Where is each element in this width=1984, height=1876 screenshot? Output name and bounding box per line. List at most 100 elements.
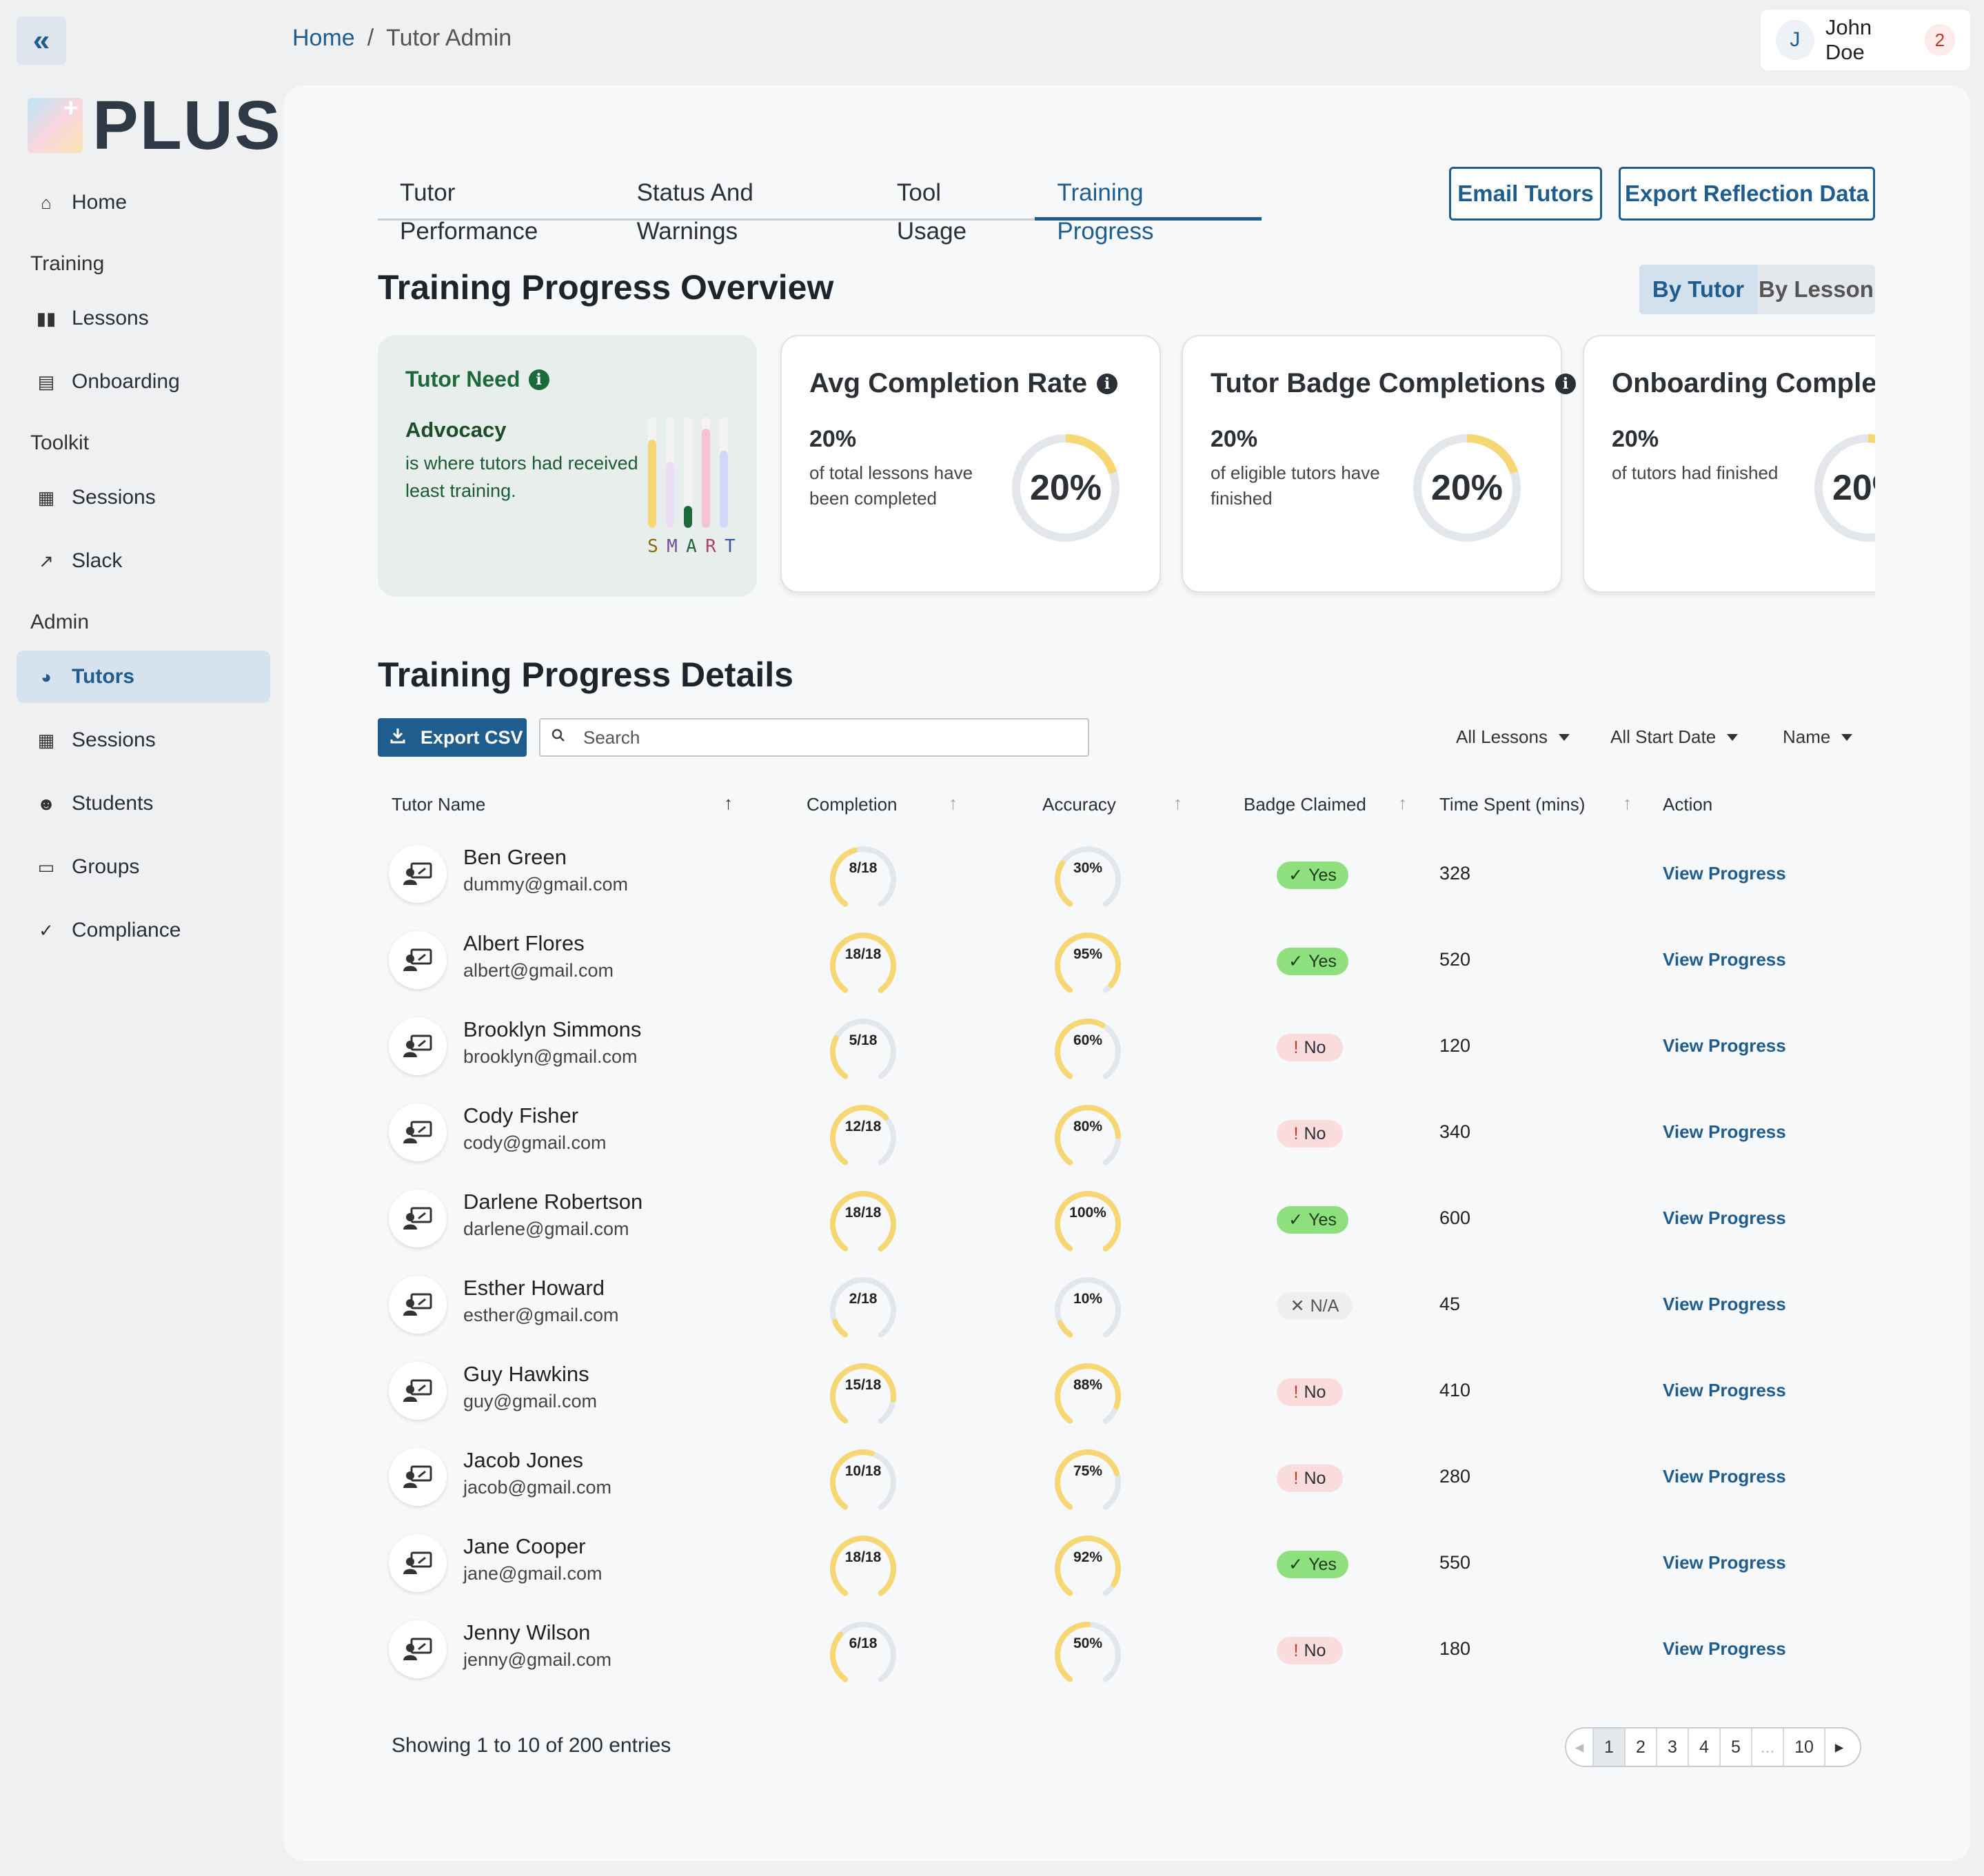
keyboard-icon: ▭ xyxy=(37,856,55,877)
progress-ring xyxy=(1814,434,1875,542)
pager-prev-button[interactable]: ◂ xyxy=(1566,1729,1594,1766)
view-progress-link[interactable]: View Progress xyxy=(1663,1294,1786,1314)
view-progress-link[interactable]: View Progress xyxy=(1663,1466,1786,1487)
breadcrumb: Home / Tutor Admin xyxy=(292,25,512,52)
sort-arrow-icon[interactable]: ↑ xyxy=(1398,793,1407,813)
pager-next-button[interactable]: ▸ xyxy=(1834,1737,1844,1757)
toggle-by-lesson[interactable]: By Lesson xyxy=(1759,276,1874,302)
sidebar-item-onboarding[interactable]: ▤ Onboarding xyxy=(17,356,270,408)
table-row: Jane Cooper jane@gmail.com 18/18 92% ✓ Yes 550… xyxy=(378,1520,1875,1607)
tutor-email: esther@gmail.com xyxy=(463,1305,619,1325)
pager-page[interactable]: 10 xyxy=(1784,1729,1825,1766)
tutor-email: dummy@gmail.com xyxy=(463,874,628,895)
search-box xyxy=(539,718,1089,757)
pager-page[interactable]: 4 xyxy=(1689,1729,1721,1766)
toggle-by-tutor[interactable]: By Tutor xyxy=(1639,265,1757,314)
tutor-avatar-icon xyxy=(389,1534,447,1592)
col-tutor-name[interactable]: Tutor Name xyxy=(392,794,486,815)
filter-start-date[interactable]: All Start Date xyxy=(1610,726,1739,748)
view-progress-link[interactable]: View Progress xyxy=(1663,863,1786,884)
sidebar-item-home[interactable]: ⌂ Home xyxy=(17,176,270,229)
sidebar-item-sessions[interactable]: ▦ Sessions xyxy=(17,471,270,524)
info-icon[interactable]: i xyxy=(1555,373,1576,394)
sort-arrow-icon[interactable]: ↑ xyxy=(949,793,958,813)
view-progress-link[interactable]: View Progress xyxy=(1663,1552,1786,1573)
badge-status: ! No xyxy=(1277,1465,1343,1492)
sort-arrow-icon[interactable]: ↑ xyxy=(1623,793,1632,813)
sort-arrow-icon[interactable]: ↑ xyxy=(1173,793,1182,813)
sidebar-item-lessons[interactable]: ▮▮ Lessons xyxy=(17,292,270,345)
col-accuracy[interactable]: Accuracy xyxy=(1042,794,1116,815)
table-row: Guy Hawkins guy@gmail.com 15/18 88%! No 410 Vi… xyxy=(378,1348,1875,1434)
sidebar-item-label: Tutors xyxy=(72,665,135,688)
user-menu[interactable]: J John Doe 2 xyxy=(1761,10,1970,70)
sort-arrow-icon[interactable]: ↑ xyxy=(724,793,733,813)
view-progress-link[interactable]: View Progress xyxy=(1663,1207,1786,1228)
stat-card-percent: 20% xyxy=(1612,426,1659,452)
sidebar-item-slack[interactable]: ↗ Slack xyxy=(17,535,270,587)
info-icon[interactable]: i xyxy=(1097,373,1117,394)
view-progress-link[interactable]: View Progress xyxy=(1663,1380,1786,1400)
exclamation-icon: ! xyxy=(1293,1123,1299,1143)
export-csv-button[interactable]: Export CSV xyxy=(378,718,527,757)
smart-bar-t xyxy=(720,418,728,528)
sidebar-item-groups[interactable]: ▭ Groups xyxy=(17,841,270,893)
view-progress-link[interactable]: View Progress xyxy=(1663,1638,1786,1659)
x-icon: ✕ xyxy=(1290,1296,1305,1316)
email-tutors-button[interactable]: Email Tutors xyxy=(1449,167,1602,221)
badge-status: ✓ Yes xyxy=(1277,861,1348,889)
sidebar-item-students[interactable]: ☻ Students xyxy=(17,777,270,830)
stat-card-description: of tutors had finished xyxy=(1612,462,1779,483)
home-icon: ⌂ xyxy=(41,192,52,213)
tab-tool-usage[interactable]: Tool Usage xyxy=(896,179,967,245)
tab-training-progress[interactable]: Training Progress xyxy=(1035,174,1262,245)
smart-letter-a: A xyxy=(686,536,698,557)
double-chevron-left-icon: « xyxy=(32,23,50,57)
info-icon[interactable]: i xyxy=(528,369,549,390)
badge-label: Yes xyxy=(1308,1210,1337,1230)
tutor-avatar-icon xyxy=(389,845,447,903)
collapse-sidebar-button[interactable]: « xyxy=(17,17,66,65)
tab-status-and-warnings[interactable]: Status And Warnings xyxy=(636,179,753,245)
filter-lessons-label: All Lessons xyxy=(1456,726,1548,747)
sidebar-item-sessions[interactable]: ▦ Sessions xyxy=(17,714,270,766)
col-badge-claimed[interactable]: Badge Claimed xyxy=(1244,794,1366,815)
export-reflection-data-button[interactable]: Export Reflection Data xyxy=(1619,167,1875,221)
stat-card-description: of eligible tutors have finished xyxy=(1211,462,1380,509)
completion-value: 8/18 xyxy=(849,860,878,876)
tutor-email: jacob@gmail.com xyxy=(463,1477,611,1498)
filter-name[interactable]: Name xyxy=(1783,726,1853,748)
col-completion[interactable]: Completion xyxy=(807,794,898,815)
table-row: Ben Green dummy@gmail.com 8/18 30% ✓ Yes 328 Vi… xyxy=(378,831,1875,917)
pager-page[interactable]: 2 xyxy=(1626,1729,1657,1766)
table-row: Brooklyn Simmons brooklyn@gmail.com 5/18 60… xyxy=(378,1003,1875,1090)
stat-card-2: Tutor Badge Completions i 20% of eligible t… xyxy=(1182,335,1576,593)
search-icon xyxy=(551,728,565,746)
smart-letter-r: R xyxy=(705,536,718,557)
sidebar-item-tutors[interactable]: ◕ Tutors xyxy=(17,651,270,703)
view-progress-link[interactable]: View Progress xyxy=(1663,949,1786,970)
notification-badge[interactable]: 2 xyxy=(1924,24,1955,56)
filter-lessons[interactable]: All Lessons xyxy=(1456,726,1570,748)
tutor-email: albert@gmail.com xyxy=(463,960,614,981)
exclamation-icon: ! xyxy=(1293,1037,1299,1057)
pager-page[interactable]: 5 xyxy=(1721,1729,1752,1766)
overview-cards: Tutor Need i Advocacy is where tutors ha… xyxy=(378,335,1875,601)
pager-page[interactable]: 3 xyxy=(1657,1729,1689,1766)
tab-tutor-performance[interactable]: Tutor Performance xyxy=(400,179,538,245)
accuracy-gauge: 88% xyxy=(1053,1362,1122,1429)
badge-status: ✓ Yes xyxy=(1277,1551,1348,1578)
tutor-name: Cody Fisher xyxy=(463,1103,579,1128)
view-progress-link[interactable]: View Progress xyxy=(1663,1035,1786,1056)
nav-section-label: Admin xyxy=(30,611,90,633)
completion-gauge: 18/18 xyxy=(829,931,898,999)
breadcrumb-home[interactable]: Home xyxy=(292,25,355,51)
need-area: Advocacy xyxy=(405,418,507,442)
sidebar-item-compliance[interactable]: ✓ Compliance xyxy=(17,904,270,957)
pager-page[interactable]: 1 xyxy=(1594,1729,1626,1766)
search-input[interactable] xyxy=(583,726,1066,748)
col-time-spent[interactable]: Time Spent (mins) xyxy=(1439,794,1586,815)
view-progress-link[interactable]: View Progress xyxy=(1663,1121,1786,1142)
logo: PLUS xyxy=(28,91,282,160)
completion-value: 10/18 xyxy=(844,1463,882,1479)
